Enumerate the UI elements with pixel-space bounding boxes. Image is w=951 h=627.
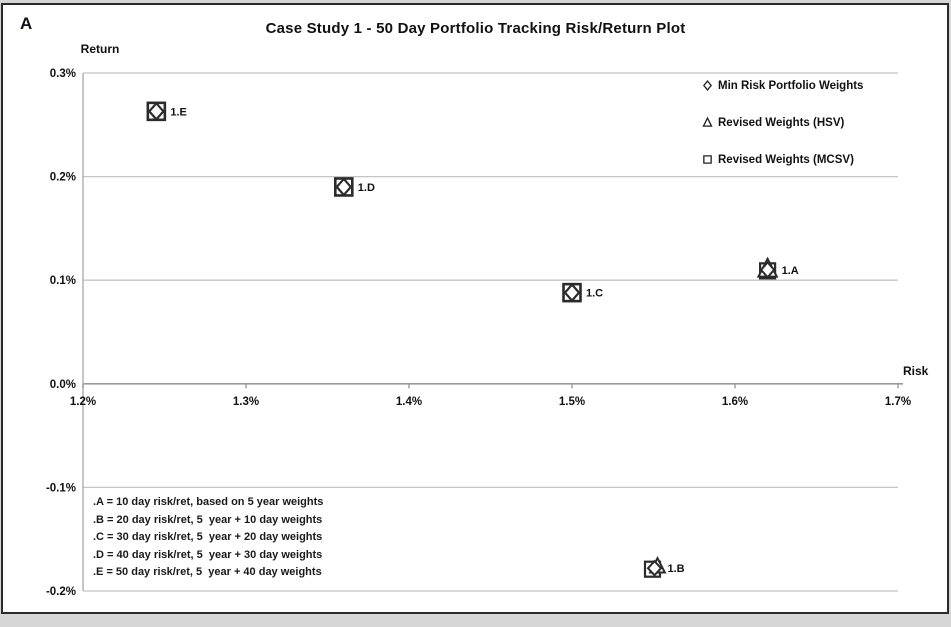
data-point-1e: 1.E (146, 101, 187, 122)
y-axis-title: Return (80, 42, 120, 56)
chart-legend: Min Risk Portfolio Weights Revised Weight… (701, 78, 863, 189)
x-tick-label: 1.5% (559, 396, 585, 408)
y-tick-label: 0.3% (50, 68, 76, 80)
data-point-1c: 1.C (562, 282, 603, 303)
y-tick-label: -0.2% (46, 586, 76, 598)
annotation-line: .A = 10 day risk/ret, based on 5 year we… (93, 496, 324, 508)
diamond-icon (703, 80, 712, 91)
panel-label: A (20, 14, 33, 33)
legend-label: Min Risk Portfolio Weights (718, 79, 864, 92)
diamond-marker (563, 282, 581, 303)
x-axis-title: Risk (903, 364, 929, 378)
point-label: 1.A (782, 265, 799, 277)
annotation-line: .C = 30 day risk/ret, 5 year + 20 day we… (93, 531, 323, 544)
legend-label: Revised Weights (HSV) (718, 116, 845, 129)
x-tick-label: 1.3% (233, 396, 259, 408)
legend-label: Revised Weights (MCSV) (718, 153, 854, 166)
point-label: 1.D (358, 182, 375, 194)
x-tick-label: 1.4% (396, 396, 422, 408)
diamond-marker (759, 260, 776, 279)
legend-item: Revised Weights (HSV) (701, 115, 863, 130)
annotation-line: .E = 50 day risk/ret, 5 year + 40 day we… (93, 566, 322, 579)
diamond-marker (147, 101, 165, 122)
annotation-key-box: .A = 10 day risk/ret, based on 5 year we… (93, 494, 323, 582)
point-label: 1.B (668, 563, 685, 575)
annotation-line: .B = 20 day risk/ret, 5 year + 10 day we… (93, 513, 323, 526)
diamond-marker (335, 177, 353, 197)
y-tick-label: -0.1% (46, 482, 76, 494)
square-icon (703, 155, 712, 164)
diamond-marker (646, 559, 663, 577)
annotation-line: .D = 40 day risk/ret, 5 year + 30 day we… (93, 548, 323, 561)
data-point-1d: 1.D (333, 176, 375, 197)
y-tick-label: 0.0% (50, 379, 76, 391)
data-point-1b: 1.B (643, 556, 685, 578)
y-tick-label: 0.2% (50, 172, 76, 184)
x-tick-label: 1.2% (70, 396, 96, 408)
data-point-1a: 1.A (756, 256, 799, 280)
point-label: 1.C (586, 288, 603, 300)
point-label: 1.E (170, 106, 187, 118)
legend-item: Revised Weights (MCSV) (701, 152, 863, 167)
x-tick-label: 1.6% (722, 396, 748, 408)
legend-item: Min Risk Portfolio Weights (701, 78, 863, 93)
y-tick-label: 0.1% (50, 275, 76, 287)
chart-title: Case Study 1 - 50 Day Portfolio Tracking… (265, 20, 686, 37)
triangle-icon (702, 116, 713, 127)
x-tick-label: 1.7% (885, 396, 911, 408)
